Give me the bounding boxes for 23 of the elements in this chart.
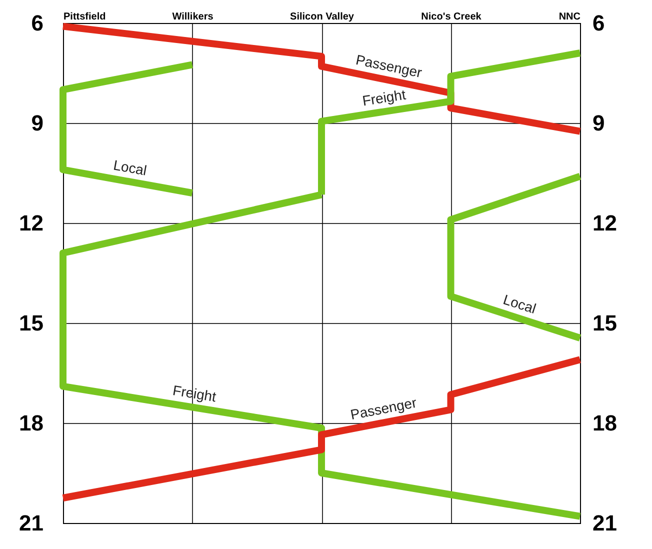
y-tick-label: 18 (19, 410, 44, 436)
x-tick-label: NNC (558, 12, 580, 22)
y-tick-label: 21 (19, 510, 44, 536)
y2-tick-label: 21 (592, 510, 617, 536)
y2-tick-label: 18 (592, 410, 617, 436)
text: Passenger (354, 51, 424, 81)
y2-tick-label: 15 (592, 310, 617, 336)
text: Passenger (349, 394, 418, 423)
x-tick-label: Pittsfield (64, 12, 106, 22)
x-tick-label: Nico's Creek (421, 12, 482, 22)
x-tick-label: Willikers (172, 12, 214, 22)
x-tick-label: Silicon Valley (290, 12, 354, 22)
text: Local (112, 156, 148, 178)
y2-tick-label: 9 (592, 110, 605, 136)
y2-tick-label: 12 (592, 210, 617, 236)
y2-tick-label: 6 (592, 10, 605, 36)
text: Freight (172, 382, 218, 405)
y-tick-label: 15 (19, 310, 44, 336)
text: Freight (361, 86, 407, 109)
y-tick-label: 12 (19, 210, 44, 236)
y-tick-label: 6 (31, 10, 44, 36)
text: Local (501, 291, 538, 317)
y-tick-label: 9 (31, 110, 44, 136)
